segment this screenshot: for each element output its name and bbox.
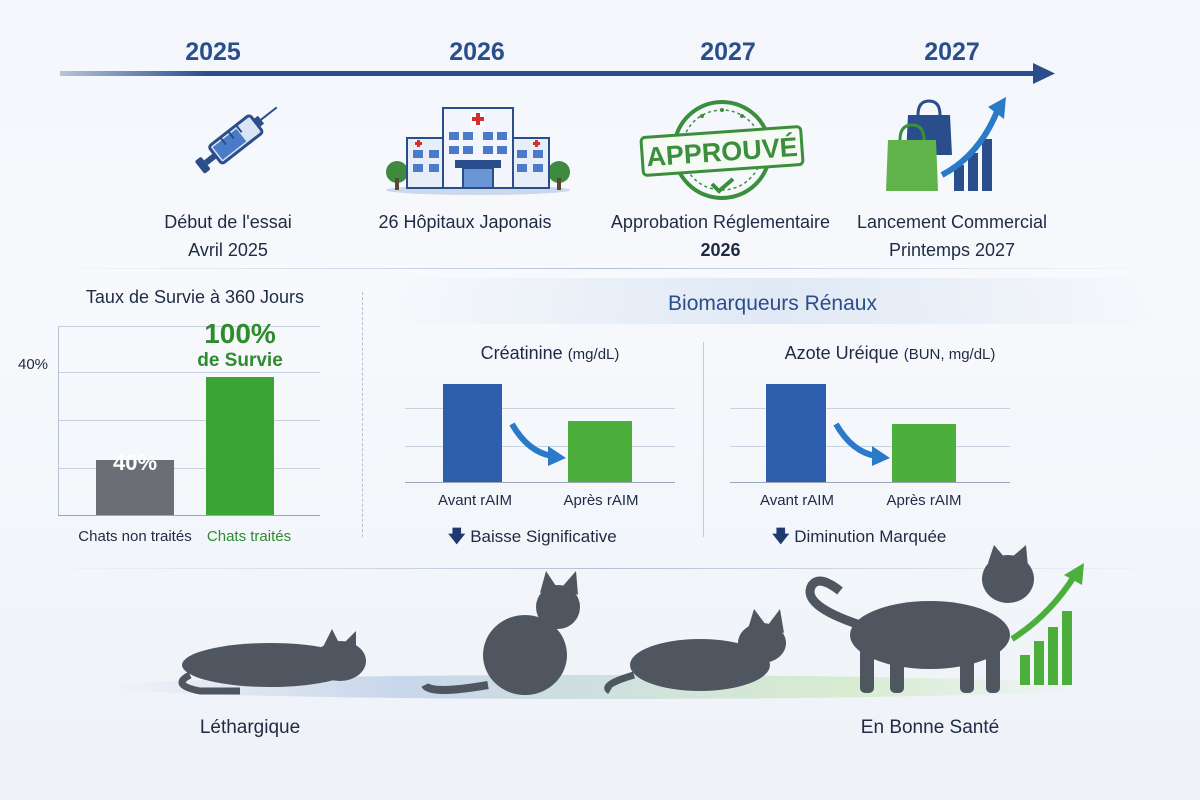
cat-healthy-label: En Bonne Santé: [860, 717, 1000, 738]
bun-unit: (BUN, mg/dL): [903, 346, 996, 363]
growth-chart-icon: [1010, 563, 1084, 685]
milestone-hospitals: 26 Hôpitaux Japonais: [345, 208, 585, 236]
shopping-growth-icon: [886, 97, 1006, 191]
survival-gridline-4: [58, 468, 320, 469]
survival-bar-value-label: 40%: [112, 450, 158, 475]
creatinine-cat-after: Après rAIM: [563, 492, 639, 509]
bun-bar-after: [892, 424, 956, 482]
creatinine-title: Créatinine (mg/dL): [400, 343, 700, 364]
biomarkers-header-band: [375, 278, 1170, 324]
cat-healthy-icon: [805, 545, 1034, 693]
milestone-2-line1: 26 Hôpitaux Japonais: [378, 212, 552, 232]
syringe-icon: [195, 106, 278, 174]
timeline-year-3: 2027: [700, 38, 756, 66]
approved-stamp-icon: APPROUVÉ: [639, 100, 805, 200]
bun-gridline-2: [730, 446, 1010, 447]
survival-x-axis: [58, 515, 320, 516]
bun-cat-before: Avant rAIM: [760, 492, 834, 509]
cat-recovery-illustration: [110, 545, 1090, 699]
milestone-1-line2: Avril 2025: [188, 240, 268, 260]
milestone-approval: Approbation Réglementaire 2026: [598, 208, 843, 264]
milestone-3-line1: Approbation Réglementaire: [610, 212, 831, 232]
survival-gridline-1: [58, 326, 320, 327]
bun-note-text: Diminution Marquée: [794, 527, 947, 546]
creatinine-title-text: Créatinine: [480, 343, 563, 363]
timeline-year-1: 2025: [185, 38, 241, 66]
bun-title-text: Azote Uréique: [784, 343, 899, 363]
creatinine-x-axis: [405, 482, 675, 483]
creatinine-bar-after: [568, 421, 632, 482]
milestone-trial-start: Début de l'essai Avril 2025: [108, 208, 348, 264]
milestone-launch: Lancement Commercial Printemps 2027: [832, 208, 1072, 264]
timeline-year-2: 2026: [449, 38, 505, 66]
milestone-1-line1: Début de l'essai: [164, 212, 292, 232]
survival-headline-sub: de Survie: [197, 350, 283, 371]
creatinine-bar-before: [443, 384, 502, 482]
cat-sitting-icon: [421, 571, 580, 695]
bun-gridline-1: [730, 408, 1010, 409]
cat-lethargic-label: Léthargique: [199, 717, 301, 738]
creatinine-gridline-1: [405, 408, 675, 409]
creatinine-cat-before: Avant rAIM: [438, 492, 512, 509]
milestone-3-line2: 2026: [700, 240, 741, 260]
timeline-arrow: [60, 63, 1055, 84]
bun-decrease-arrow: [833, 422, 890, 466]
survival-gridline-2: [58, 372, 320, 373]
down-arrow-icon: 🡇: [772, 527, 790, 546]
biomarkers-divider: [703, 342, 704, 537]
cat-crouching-icon: [604, 609, 786, 694]
creatinine-note: 🡇 Baisse Significative: [448, 524, 617, 553]
bun-x-axis: [730, 482, 1010, 483]
survival-axis-label: 40%: [18, 356, 49, 373]
panel-divider: [362, 292, 363, 537]
survival-cat-untreated: Chats non traités: [78, 528, 192, 545]
creatinine-note-text: Baisse Significative: [470, 527, 617, 546]
section-divider-2: [40, 568, 1170, 569]
bun-note: 🡇 Diminution Marquée: [772, 524, 946, 553]
section-divider: [40, 268, 1170, 269]
survival-cat-treated: Chats traités: [206, 528, 292, 545]
survival-title: Taux de Survie à 360 Jours: [85, 287, 305, 307]
timeline-year-4: 2027: [924, 38, 980, 66]
bun-title: Azote Uréique (BUN, mg/dL): [730, 343, 1050, 364]
survival-y-axis: [58, 326, 59, 516]
creatinine-decrease-arrow: [509, 422, 566, 466]
bun-bar-before: [766, 384, 826, 482]
creatinine-unit: (mg/dL): [567, 346, 620, 363]
cat-lethargic-icon: [178, 629, 366, 695]
biomarkers-title: Biomarqueurs Rénaux: [668, 292, 877, 315]
survival-gridline-3: [58, 420, 320, 421]
hospital-icon: [386, 107, 570, 195]
bun-cat-after: Après rAIM: [886, 492, 962, 509]
survival-headline: 100%: [204, 318, 276, 349]
survival-bar-treated: [206, 377, 274, 515]
survival-bar-untreated: [96, 459, 174, 515]
creatinine-gridline-2: [405, 446, 675, 447]
milestone-4-line1: Lancement Commercial: [856, 212, 1048, 232]
down-arrow-icon: 🡇: [448, 527, 466, 546]
milestone-4-line2: Printemps 2027: [888, 240, 1016, 260]
